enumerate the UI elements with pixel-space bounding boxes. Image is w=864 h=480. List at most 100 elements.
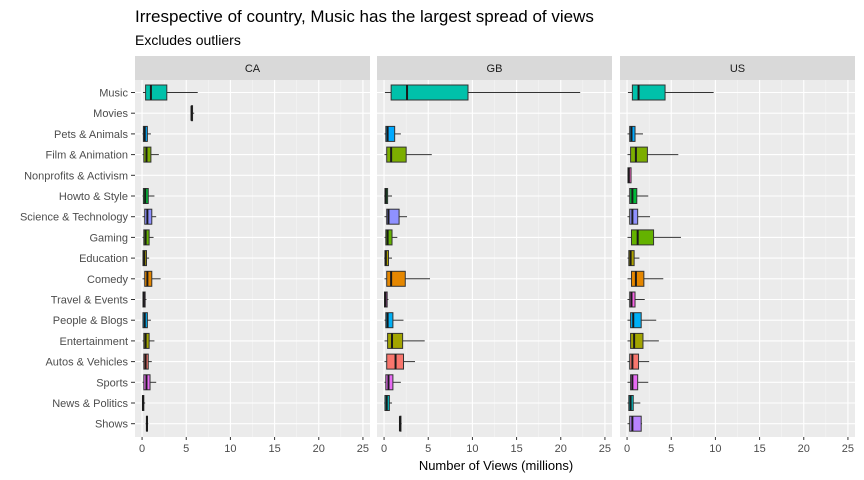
box-ca-shows — [145, 415, 149, 432]
box-ca-education — [142, 250, 150, 267]
category-label-entertainment: Entertainment — [60, 336, 128, 348]
box-us-people-blogs — [627, 312, 657, 329]
box-iqr — [631, 84, 666, 101]
box-iqr — [385, 312, 394, 329]
category-label-movies: Movies — [93, 108, 128, 120]
box-iqr — [390, 84, 469, 101]
x-tick-label: 15 — [753, 443, 765, 455]
box-gb-film-animation — [384, 146, 432, 163]
x-tick-label: 5 — [425, 443, 431, 455]
box-ca-howto-style — [142, 188, 155, 204]
x-tick-label: 5 — [183, 443, 189, 455]
box-iqr — [387, 332, 404, 349]
box-ca-news-politics — [141, 395, 146, 411]
x-tick-label: 25 — [599, 443, 611, 455]
facet-panel-us: US 0 5 10 15 20 25 — [620, 56, 855, 455]
box-ca-film-animation — [142, 146, 159, 163]
box-us-film-animation — [627, 146, 679, 163]
box-us-pets-animals — [627, 125, 643, 142]
box-gb-shows — [398, 415, 402, 432]
x-tick-label: 25 — [842, 443, 854, 455]
box-us-music — [627, 84, 714, 101]
box-ca-autos-vehicles — [142, 353, 152, 370]
box-us-entertainment — [627, 332, 659, 349]
box-gb-sports — [384, 374, 401, 391]
x-tick-label: 0 — [624, 443, 630, 455]
facet-panels: CA 0 5 10 15 20 25 GB 0 5 10 15 20 25 US 0 5 10 15 20 25 — [135, 56, 855, 455]
box-gb-howto-style — [384, 188, 393, 204]
box-gb-entertainment — [384, 332, 425, 349]
facet-strip — [620, 56, 855, 80]
category-labels: Music Movies Pets & Animals Film & Animatio… — [20, 88, 135, 431]
box-iqr — [630, 146, 648, 163]
category-label-travel-events: Travel & Events — [51, 295, 129, 307]
chart-subtitle: Excludes outliers — [135, 32, 241, 48]
category-label-sports: Sports — [96, 377, 128, 389]
facet-strip-label: US — [730, 63, 745, 75]
box-gb-people-blogs — [384, 312, 404, 329]
box-us-howto-style — [627, 188, 649, 204]
facet-strip — [377, 56, 612, 80]
x-tick-label: 15 — [268, 443, 280, 455]
x-tick-label: 15 — [510, 443, 522, 455]
category-label-gaming: Gaming — [89, 232, 128, 244]
box-iqr — [629, 353, 640, 370]
box-iqr — [629, 415, 642, 432]
box-us-education — [627, 250, 640, 267]
x-tick-label: 10 — [224, 443, 236, 455]
box-us-travel-events — [627, 291, 645, 308]
category-label-nonprofits-activism: Nonprofits & Activism — [24, 170, 128, 182]
chart-title: Irrespective of country, Music has the l… — [135, 7, 594, 26]
facet-strip-label: GB — [487, 63, 503, 75]
x-tick-label: 0 — [381, 443, 387, 455]
box-us-comedy — [627, 270, 664, 287]
box-gb-gaming — [384, 229, 398, 246]
box-iqr — [630, 229, 655, 246]
box-us-shows — [627, 415, 643, 432]
box-iqr — [629, 208, 639, 225]
box-iqr — [386, 146, 407, 163]
x-tick-label: 20 — [555, 443, 567, 455]
x-tick-label: 0 — [139, 443, 145, 455]
category-label-comedy: Comedy — [87, 274, 128, 286]
box-us-autos-vehicles — [627, 353, 650, 370]
facet-panel-gb: GB 0 5 10 15 20 25 — [377, 56, 612, 455]
box-gb-news-politics — [384, 395, 393, 411]
box-iqr — [630, 312, 642, 329]
x-tick-label: 10 — [466, 443, 478, 455]
box-gb-travel-events — [384, 291, 389, 308]
box-ca-music — [142, 84, 198, 101]
box-iqr — [145, 84, 168, 101]
facet-strip — [135, 56, 370, 80]
box-ca-people-blogs — [142, 312, 151, 329]
box-us-nonprofits-activism — [627, 167, 632, 184]
box-gb-music — [384, 84, 581, 101]
box-us-gaming — [627, 229, 681, 246]
box-iqr — [630, 332, 644, 349]
box-us-science-technology — [627, 208, 651, 225]
facet-strip-label: CA — [245, 63, 261, 75]
box-ca-science-technology — [142, 208, 157, 225]
category-label-science-technology: Science & Technology — [20, 212, 129, 224]
x-tick-label: 5 — [668, 443, 674, 455]
box-ca-entertainment — [142, 332, 155, 349]
x-tick-label: 20 — [313, 443, 325, 455]
box-ca-sports — [142, 374, 157, 391]
category-label-pets-animals: Pets & Animals — [54, 129, 128, 141]
box-gb-science-technology — [384, 208, 408, 225]
box-iqr — [630, 374, 639, 391]
box-ca-comedy — [142, 270, 161, 287]
box-iqr — [385, 229, 393, 246]
x-tick-label: 25 — [357, 443, 369, 455]
category-label-people-blogs: People & Blogs — [53, 315, 129, 327]
box-iqr — [630, 270, 645, 287]
box-gb-comedy — [384, 270, 431, 287]
x-tick-label: 10 — [709, 443, 721, 455]
box-ca-travel-events — [142, 291, 147, 308]
x-tick-label: 20 — [798, 443, 810, 455]
category-label-film-animation: Film & Animation — [45, 150, 128, 162]
category-label-news-politics: News & Politics — [52, 398, 128, 410]
box-ca-movies — [190, 105, 195, 122]
category-label-shows: Shows — [95, 419, 129, 431]
